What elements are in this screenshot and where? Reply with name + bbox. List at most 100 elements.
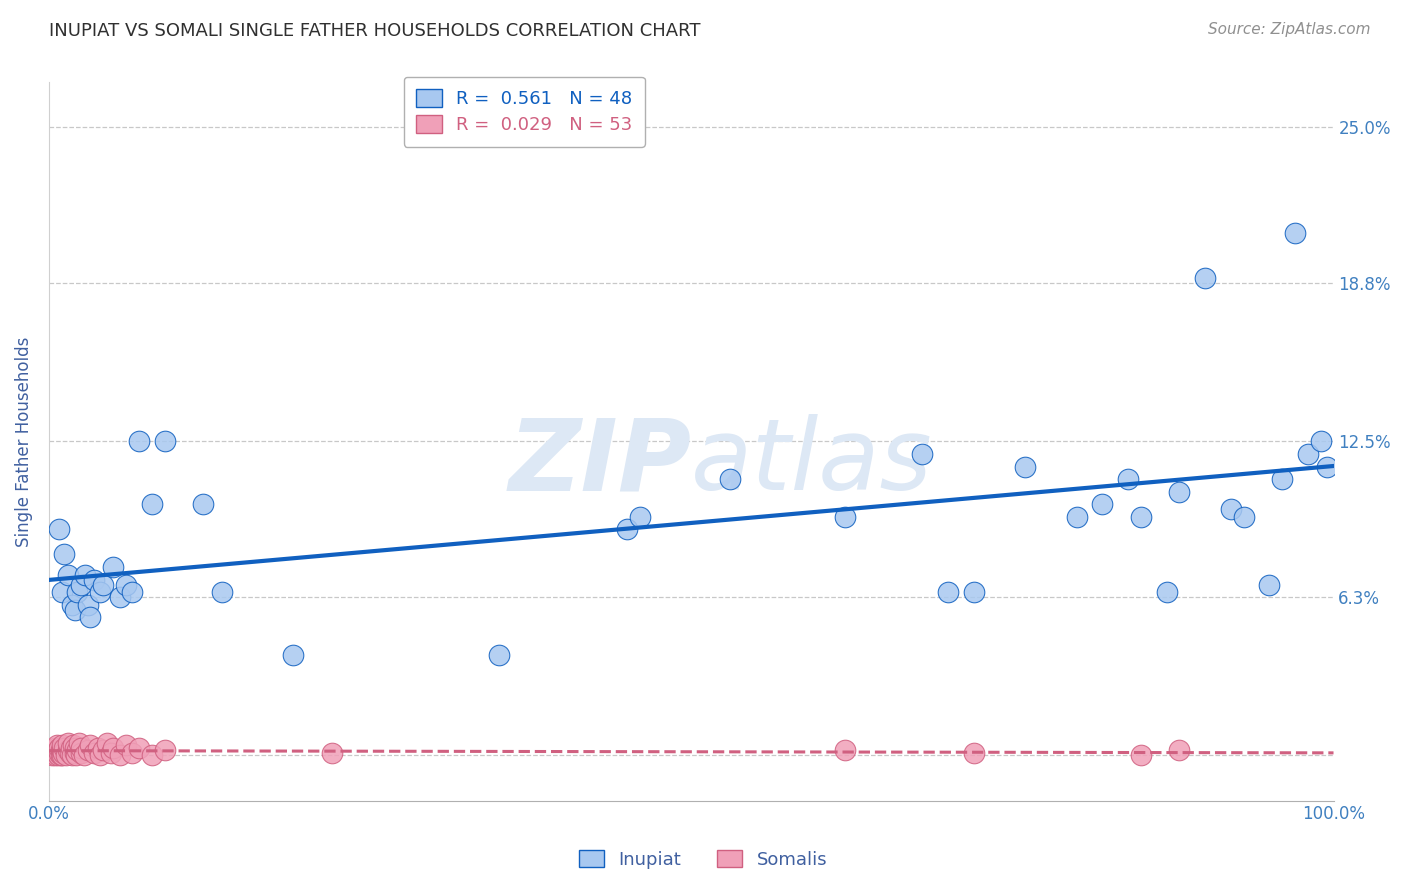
- Point: [79, 739, 101, 753]
- Point: [103, 740, 125, 755]
- Point: [1219, 502, 1241, 516]
- Point: [55, 748, 77, 763]
- Point: [1168, 743, 1191, 757]
- Point: [58, 743, 80, 757]
- Point: [91, 577, 114, 591]
- Point: [1168, 484, 1191, 499]
- Point: [60, 748, 83, 763]
- Point: [1066, 509, 1088, 524]
- Point: [62, 739, 84, 753]
- Point: [58, 746, 80, 760]
- Point: [41, 748, 63, 763]
- Point: [834, 509, 856, 524]
- Point: [42, 743, 65, 757]
- Point: [191, 497, 214, 511]
- Point: [73, 567, 96, 582]
- Point: [321, 746, 343, 760]
- Point: [128, 740, 150, 755]
- Point: [628, 509, 651, 524]
- Point: [103, 560, 125, 574]
- Point: [963, 746, 986, 760]
- Point: [51, 585, 73, 599]
- Point: [1309, 434, 1331, 449]
- Point: [72, 748, 94, 763]
- Point: [1091, 497, 1114, 511]
- Y-axis label: Single Father Households: Single Father Households: [15, 336, 32, 547]
- Point: [60, 598, 83, 612]
- Point: [83, 573, 105, 587]
- Point: [1129, 748, 1152, 763]
- Point: [91, 743, 114, 757]
- Point: [211, 585, 233, 599]
- Point: [42, 746, 65, 760]
- Point: [718, 472, 741, 486]
- Point: [488, 648, 510, 662]
- Point: [141, 497, 163, 511]
- Point: [616, 522, 638, 536]
- Text: ZIP: ZIP: [508, 415, 692, 511]
- Point: [1232, 509, 1254, 524]
- Point: [65, 748, 87, 763]
- Text: Source: ZipAtlas.com: Source: ZipAtlas.com: [1208, 22, 1371, 37]
- Text: INUPIAT VS SOMALI SINGLE FATHER HOUSEHOLDS CORRELATION CHART: INUPIAT VS SOMALI SINGLE FATHER HOUSEHOL…: [49, 22, 700, 40]
- Point: [51, 739, 73, 753]
- Point: [128, 434, 150, 449]
- Legend: R =  0.561   N = 48, R =  0.029   N = 53: R = 0.561 N = 48, R = 0.029 N = 53: [404, 77, 645, 147]
- Point: [53, 548, 76, 562]
- Point: [936, 585, 959, 599]
- Point: [49, 743, 72, 757]
- Point: [52, 746, 75, 760]
- Point: [66, 585, 89, 599]
- Point: [51, 748, 73, 763]
- Point: [1271, 472, 1294, 486]
- Point: [1129, 509, 1152, 524]
- Point: [46, 748, 69, 763]
- Point: [89, 748, 111, 763]
- Point: [49, 748, 72, 763]
- Point: [115, 739, 138, 753]
- Point: [53, 740, 76, 755]
- Point: [89, 585, 111, 599]
- Point: [63, 603, 86, 617]
- Point: [1296, 447, 1319, 461]
- Point: [58, 567, 80, 582]
- Point: [76, 598, 98, 612]
- Point: [63, 746, 86, 760]
- Point: [70, 740, 93, 755]
- Point: [48, 740, 70, 755]
- Point: [87, 740, 110, 755]
- Point: [44, 748, 66, 763]
- Point: [153, 434, 176, 449]
- Point: [121, 746, 143, 760]
- Text: atlas: atlas: [692, 415, 932, 511]
- Point: [1194, 271, 1216, 285]
- Point: [59, 740, 82, 755]
- Point: [1258, 577, 1281, 591]
- Point: [834, 743, 856, 757]
- Point: [1156, 585, 1178, 599]
- Point: [66, 743, 89, 757]
- Point: [281, 648, 304, 662]
- Point: [96, 736, 118, 750]
- Point: [45, 746, 67, 760]
- Point: [1316, 459, 1339, 474]
- Point: [1116, 472, 1139, 486]
- Point: [76, 743, 98, 757]
- Point: [79, 610, 101, 624]
- Point: [58, 736, 80, 750]
- Point: [48, 746, 70, 760]
- Point: [46, 743, 69, 757]
- Point: [67, 736, 90, 750]
- Point: [100, 746, 122, 760]
- Point: [963, 585, 986, 599]
- Point: [63, 740, 86, 755]
- Point: [70, 746, 93, 760]
- Legend: Inupiat, Somalis: Inupiat, Somalis: [571, 843, 835, 876]
- Point: [1014, 459, 1036, 474]
- Point: [1284, 226, 1306, 240]
- Point: [153, 743, 176, 757]
- Point: [121, 585, 143, 599]
- Point: [108, 590, 131, 604]
- Point: [83, 746, 105, 760]
- Point: [51, 743, 73, 757]
